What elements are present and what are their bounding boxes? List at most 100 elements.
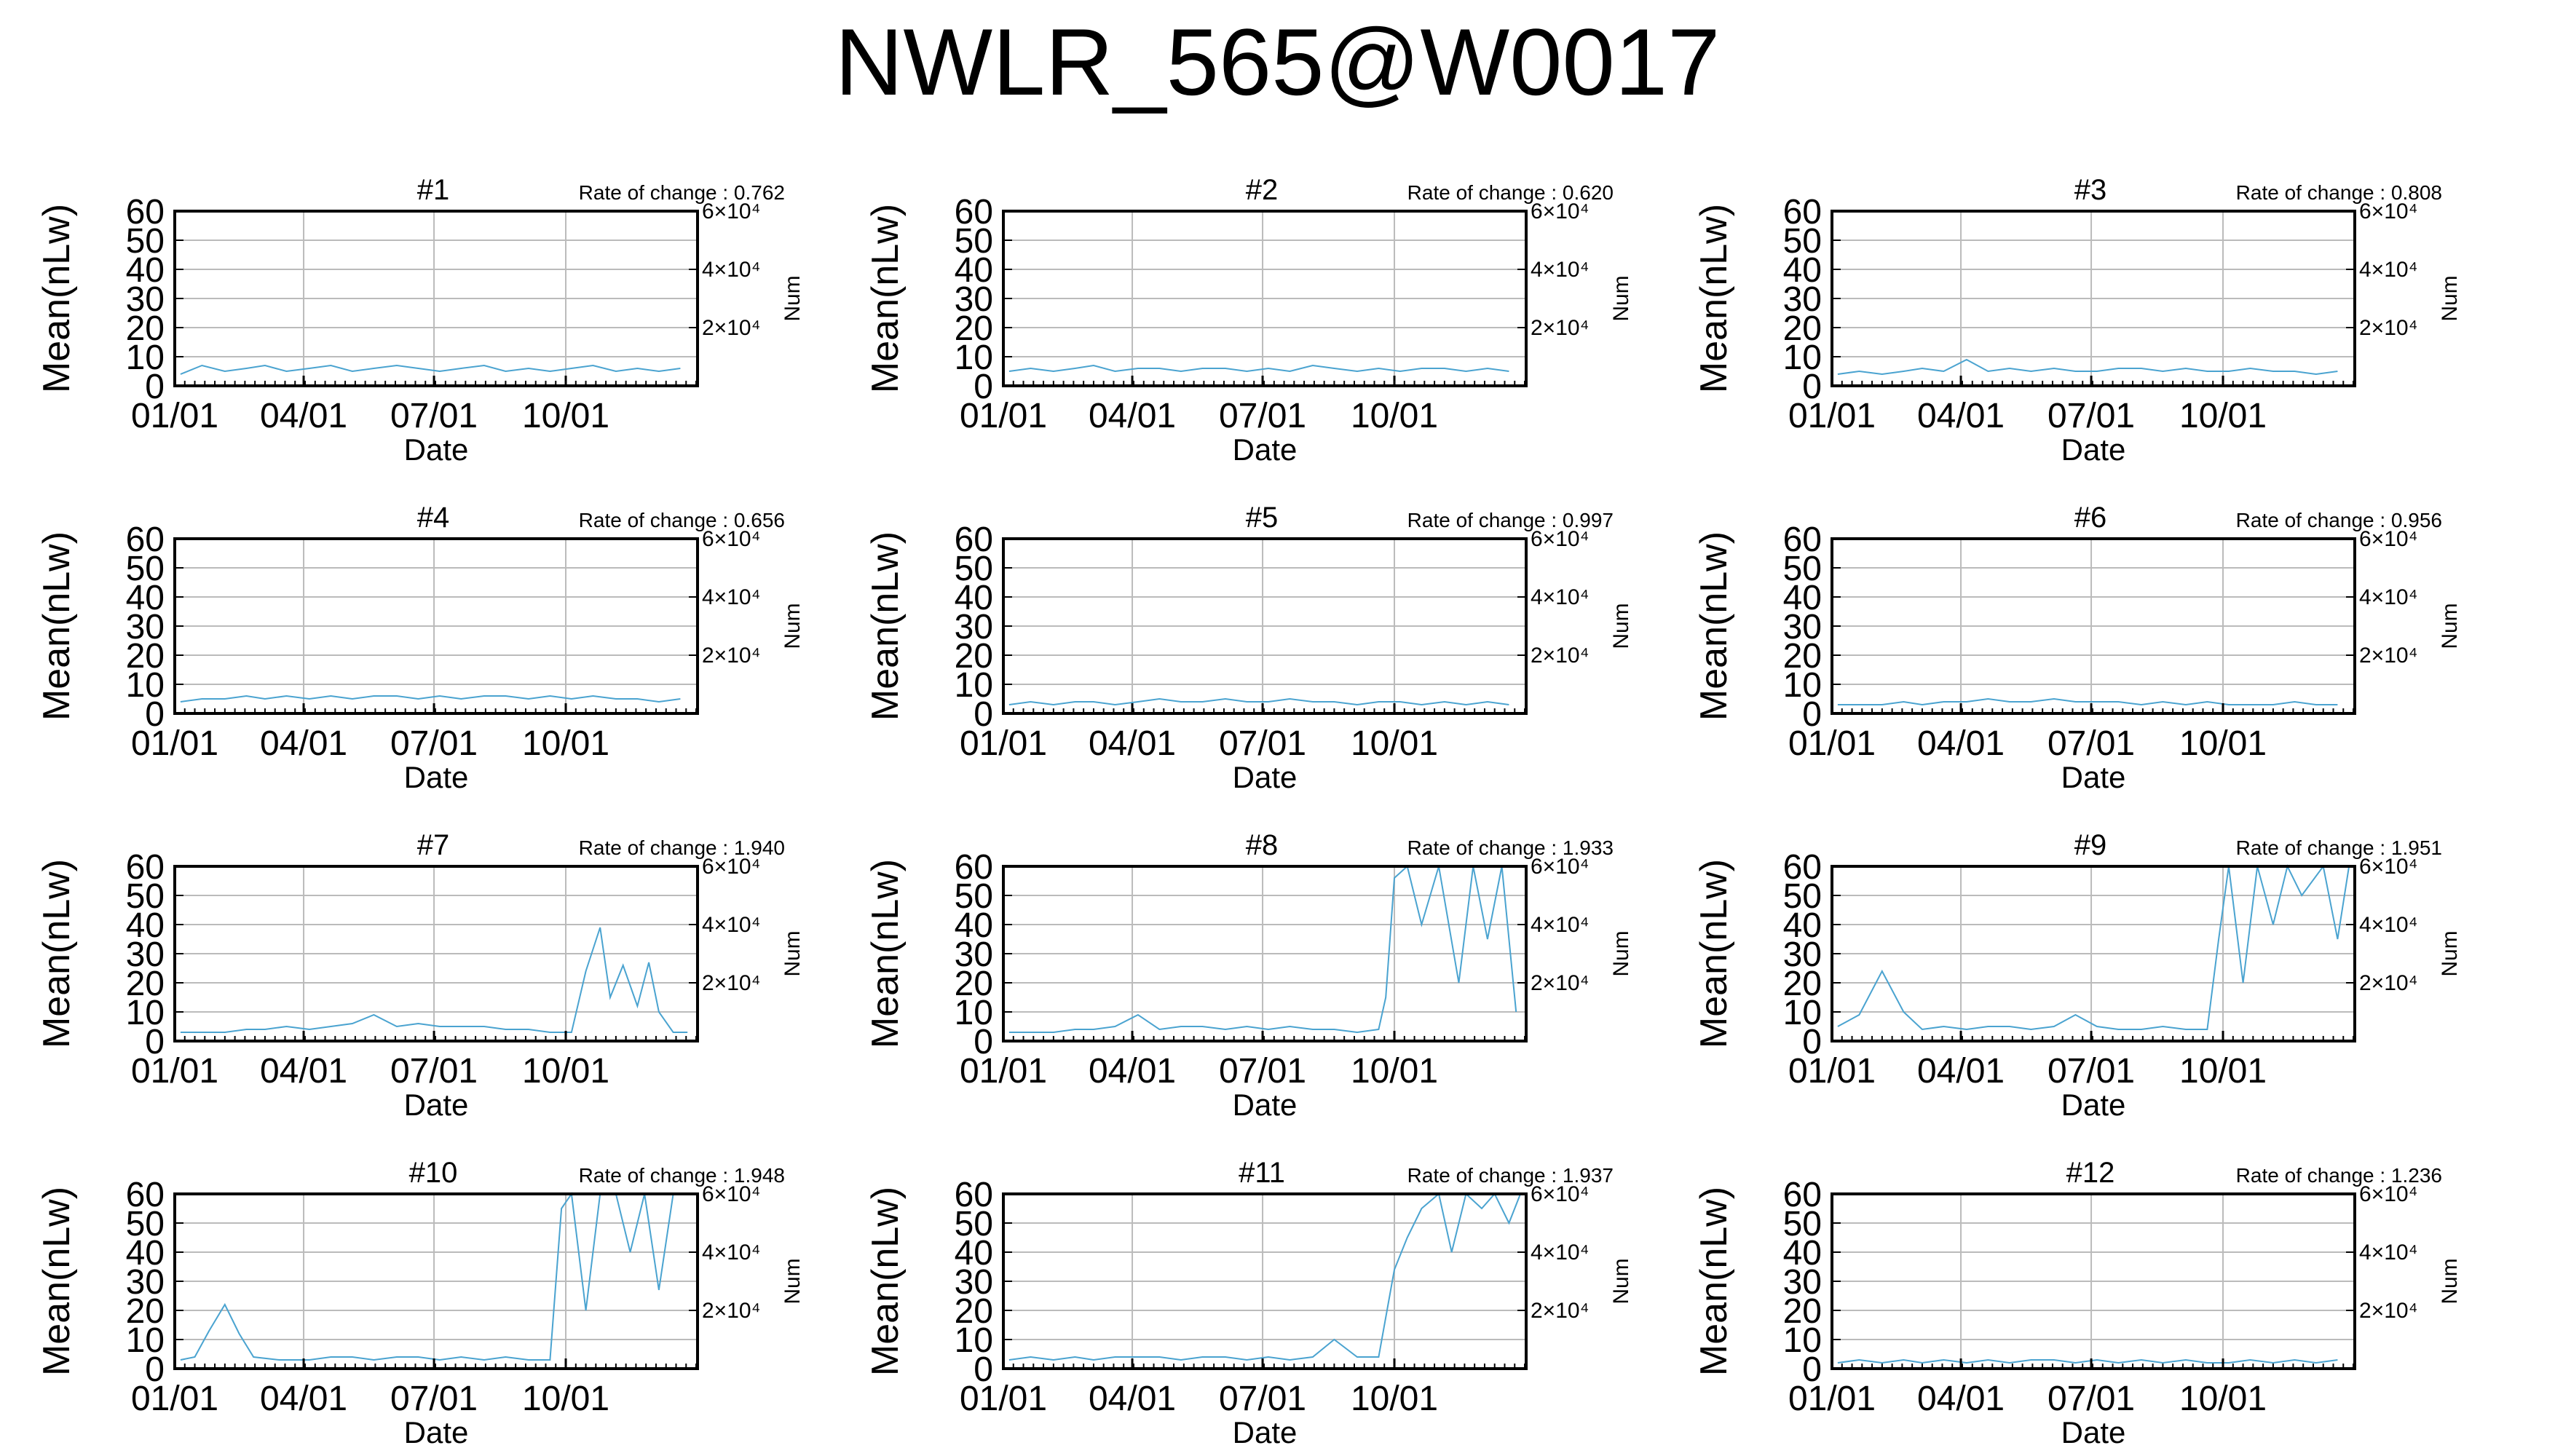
x-tick-label: 04/01 [1917, 397, 2005, 435]
y-tick-label: 50 [955, 550, 993, 588]
y-axis-label: Mean(nLw) [864, 531, 907, 721]
y2-tick-label: 2×10⁴ [2359, 644, 2417, 668]
y2-tick-label: 6×10⁴ [2359, 527, 2417, 551]
x-tick-label: 04/01 [1089, 724, 1176, 763]
y-tick-label: 60 [1783, 1176, 1822, 1214]
rate-of-change-label: Rate of change : 1.948 [579, 1164, 785, 1187]
y-axis-label: Mean(nLw) [1693, 531, 1735, 721]
y2-tick-label: 6×10⁴ [2359, 199, 2417, 223]
series-line-1 [1008, 865, 1517, 1034]
y-tick-label: 30 [955, 280, 993, 319]
y2-tick-label: 2×10⁴ [2359, 1299, 2417, 1323]
y2-tick-label: 4×10⁴ [1531, 913, 1589, 937]
x-tick-label: 01/01 [960, 1380, 1047, 1418]
y-tick-label: 60 [126, 193, 165, 232]
y-tick-label: 30 [126, 608, 165, 646]
y2-axis-label: Num [2438, 275, 2462, 321]
x-tick-label: 10/01 [522, 1380, 609, 1418]
x-tick-label: 10/01 [1351, 397, 1438, 435]
x-tick-label: 10/01 [522, 724, 609, 763]
y-tick-label: 10 [126, 1321, 165, 1360]
x-tick-label: 07/01 [2047, 397, 2135, 435]
x-tick-label: 10/01 [1351, 1380, 1438, 1418]
y-tick-label: 10 [1783, 994, 1822, 1032]
panel-title: #10 [409, 1157, 458, 1189]
x-axis-label: Date [1233, 1088, 1298, 1122]
x-tick-label: 01/01 [1788, 1380, 1876, 1418]
y-tick-label: 30 [955, 1263, 993, 1302]
rate-of-change-label: Rate of change : 0.997 [1407, 509, 1614, 531]
y2-axis-label: Num [781, 930, 805, 976]
y2-tick-label: 2×10⁴ [702, 1299, 760, 1323]
y-tick-label: 0 [145, 1350, 165, 1389]
y-tick-label: 20 [1783, 1292, 1822, 1331]
y-tick-label: 40 [955, 1234, 993, 1273]
x-tick-label: 04/01 [260, 397, 347, 435]
y-tick-label: 20 [126, 1292, 165, 1331]
x-tick-label: 10/01 [2179, 1052, 2267, 1091]
x-tick-label: 01/01 [131, 397, 218, 435]
x-axis-label: Date [1233, 760, 1298, 794]
x-tick-label: 07/01 [1219, 724, 1306, 763]
rate-of-change-label: Rate of change : 0.656 [579, 509, 785, 531]
y-tick-label: 60 [955, 521, 993, 559]
panel-title: #7 [417, 829, 450, 861]
x-tick-label: 07/01 [2047, 1380, 2135, 1418]
y-tick-label: 0 [1802, 1350, 1822, 1389]
y-tick-label: 60 [1783, 848, 1822, 887]
y2-axis-label: Num [1609, 603, 1633, 649]
y2-tick-label: 6×10⁴ [702, 1182, 760, 1206]
y-tick-label: 0 [145, 695, 165, 734]
y2-axis-label: Num [781, 1258, 805, 1304]
y-tick-label: 0 [974, 1350, 993, 1389]
page-title: NWLR_565@W0017 [834, 9, 1721, 115]
x-tick-label: 04/01 [1089, 1052, 1176, 1091]
y-tick-label: 20 [955, 965, 993, 1003]
x-tick-label: 07/01 [1219, 397, 1306, 435]
y-tick-label: 10 [955, 1321, 993, 1360]
x-tick-label: 10/01 [2179, 1380, 2267, 1418]
x-tick-label: 04/01 [260, 1380, 347, 1418]
series-line-1 [1008, 364, 1509, 373]
y-tick-label: 20 [1783, 637, 1822, 676]
series-line-1 [180, 1192, 674, 1361]
x-tick-label: 01/01 [960, 397, 1047, 435]
y-tick-label: 60 [1783, 193, 1822, 232]
y-tick-label: 0 [974, 368, 993, 406]
y-axis-label: Mean(nLw) [864, 859, 907, 1048]
y-tick-label: 50 [955, 877, 993, 916]
y2-axis-label: Num [781, 275, 805, 321]
y2-tick-label: 2×10⁴ [1531, 644, 1589, 668]
y-tick-label: 20 [1783, 965, 1822, 1003]
x-tick-label: 07/01 [390, 1052, 478, 1091]
series-line-1 [1837, 697, 2338, 706]
y2-tick-label: 6×10⁴ [1531, 855, 1589, 879]
x-tick-label: 01/01 [1788, 397, 1876, 435]
panel-title: #12 [2066, 1157, 2115, 1189]
y-tick-label: 50 [1783, 877, 1822, 916]
panel-title: #11 [1239, 1157, 1285, 1189]
y-tick-label: 20 [1783, 309, 1822, 348]
y2-tick-label: 6×10⁴ [1531, 1182, 1589, 1206]
y2-tick-label: 6×10⁴ [702, 855, 760, 879]
y-tick-label: 20 [126, 965, 165, 1003]
x-tick-label: 04/01 [1917, 724, 2005, 763]
x-tick-label: 04/01 [1917, 1380, 2005, 1418]
panel-title: #9 [2074, 829, 2107, 861]
y-tick-label: 40 [955, 906, 993, 945]
y-tick-label: 40 [955, 579, 993, 617]
y2-tick-label: 4×10⁴ [702, 913, 760, 937]
y2-tick-label: 4×10⁴ [1531, 1241, 1589, 1265]
y-tick-label: 10 [1783, 666, 1822, 705]
y-tick-label: 10 [1783, 339, 1822, 377]
y-tick-label: 0 [1802, 695, 1822, 734]
y-tick-label: 50 [126, 877, 165, 916]
x-tick-label: 10/01 [2179, 397, 2267, 435]
y-tick-label: 10 [955, 994, 993, 1032]
x-tick-label: 01/01 [960, 724, 1047, 763]
